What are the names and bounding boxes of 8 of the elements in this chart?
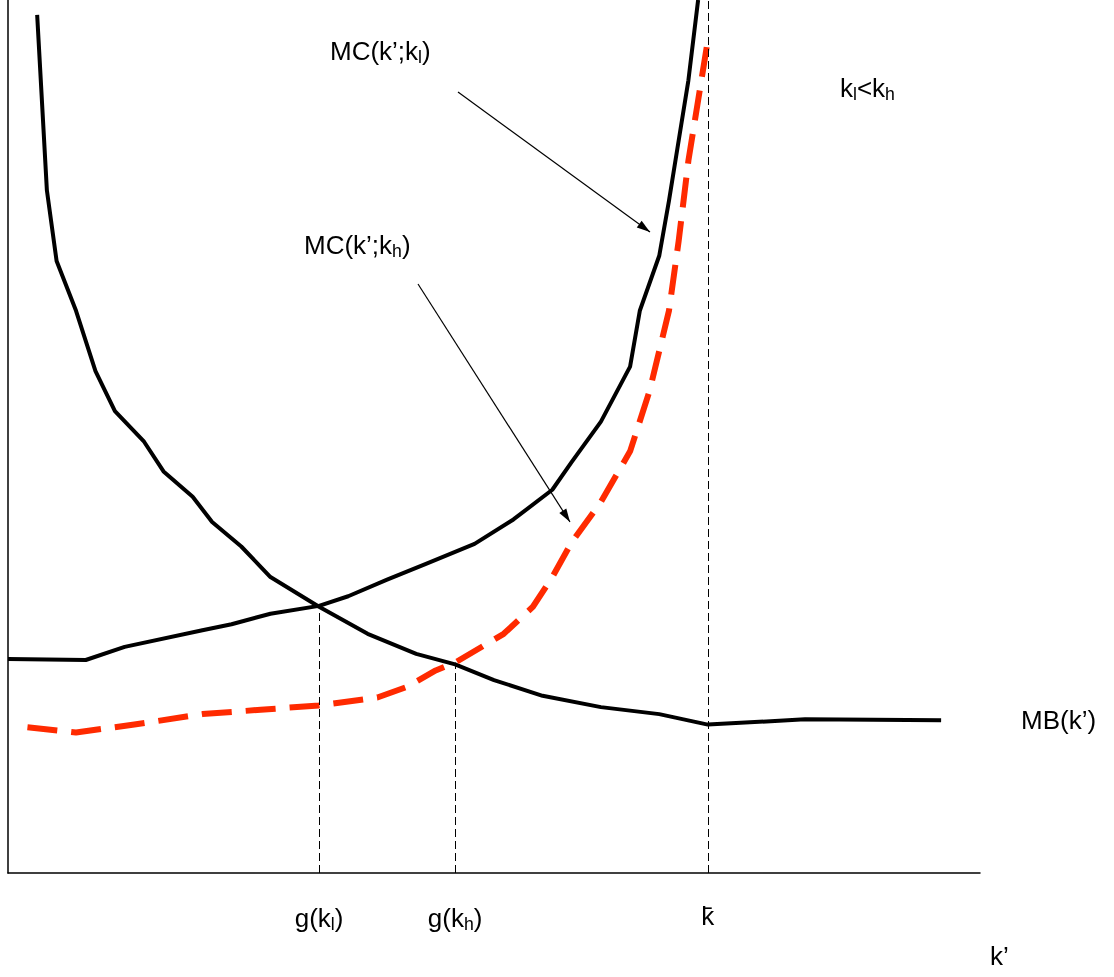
annotation: MC(k’;kh) [304,230,411,261]
x-axis-title: k’ [990,941,1009,971]
annotation: kl<kh [840,73,895,104]
x-tick-label: g(kh) [427,902,483,934]
x-tick-label: g(kl) [294,902,344,934]
annotation: MC(k’;kl) [330,36,431,67]
x-tick-label: k̄ [701,901,716,931]
text: MB(k’) [1021,705,1097,736]
